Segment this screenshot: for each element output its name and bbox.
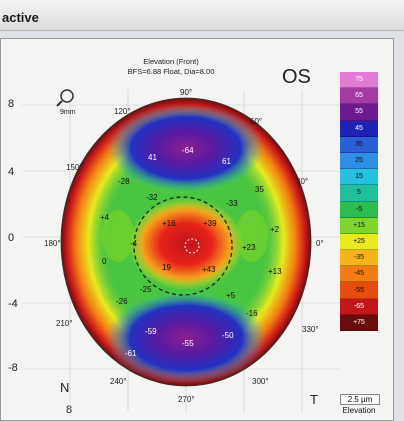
angle-120: 120° xyxy=(114,107,131,116)
y-tick-0: 0 xyxy=(8,232,15,244)
map-subtitle: BFS=6.88 Float, Dia=8.00 xyxy=(127,67,215,76)
value-label: +43 xyxy=(202,265,216,274)
value-label: +13 xyxy=(268,267,282,276)
pupil-outline xyxy=(133,196,233,296)
scale-swatch: +75 xyxy=(340,314,378,331)
scale-swatch: 75 xyxy=(340,72,378,89)
angle-210: 210° xyxy=(56,319,73,328)
value-label: 35 xyxy=(255,185,264,194)
value-label: 0 xyxy=(102,257,107,266)
scale-swatch: 45 xyxy=(340,120,378,137)
map-title: Elevation (Front) xyxy=(143,57,199,66)
scale-swatch: 25 xyxy=(340,152,378,170)
angle-270: 270° xyxy=(178,395,195,404)
value-label: +23 xyxy=(242,243,256,252)
value-label: -25 xyxy=(140,285,152,294)
scale-swatch: +25 xyxy=(340,233,378,251)
value-label: -33 xyxy=(226,199,238,208)
corner-label-t: T xyxy=(310,392,318,407)
angle-180: 180° xyxy=(44,239,61,248)
zoom-label: 9mm xyxy=(60,109,76,116)
scale-swatch: -45 xyxy=(340,266,378,283)
value-label: -28 xyxy=(118,177,130,186)
value-label: -59 xyxy=(145,327,157,336)
scale-swatch: -5 xyxy=(340,201,378,218)
angle-150: 150° xyxy=(66,163,83,172)
value-label: -50 xyxy=(222,331,234,340)
value-label: -61 xyxy=(125,349,137,358)
value-labels: -64 41 61 -28 35 -32 -33 +16 +39 +4 +2 -… xyxy=(100,146,282,358)
angle-300: 300° xyxy=(252,377,269,386)
window-title: active xyxy=(2,10,39,25)
magnifier-icon[interactable] xyxy=(56,89,74,107)
value-label: -4 xyxy=(130,239,138,248)
map-header: Elevation (Front) BFS=6.88 Float, Dia=8.… xyxy=(1,57,341,77)
scale-swatch: -55 xyxy=(340,282,378,299)
scale-swatch: 65 xyxy=(340,88,378,105)
angle-30: 30° xyxy=(296,177,308,186)
angle-60: 60° xyxy=(250,117,262,126)
angle-0: 0° xyxy=(316,239,324,248)
eye-label: OS xyxy=(282,66,311,88)
scale-swatch: -65 xyxy=(340,298,378,315)
y-tick-8: 8 xyxy=(8,98,15,110)
scale-step[interactable]: 2.5 µm xyxy=(340,394,380,405)
angle-240: 240° xyxy=(110,377,127,386)
scale-swatch: -35 xyxy=(340,250,378,267)
value-label: -32 xyxy=(146,193,158,202)
value-label: +39 xyxy=(203,219,217,228)
value-label: -55 xyxy=(182,339,194,348)
color-scale: 75 65 55 45 35 25 15 5 -5 +15 +25 -35 -45 -55 -65 +75 xyxy=(340,72,378,331)
value-label: -26 xyxy=(116,297,128,306)
scale-swatch: +15 xyxy=(340,217,378,234)
value-label: 41 xyxy=(148,153,157,162)
angle-90: 90° xyxy=(180,88,192,97)
y-tick-neg8: -8 xyxy=(8,362,18,374)
value-label: -64 xyxy=(182,146,194,155)
bottom-tick: 8 xyxy=(66,404,73,416)
scale-swatch: 5 xyxy=(340,185,378,202)
value-label: 19 xyxy=(162,263,171,272)
map-type-label: Elevation xyxy=(342,406,376,415)
corner-label-n: N xyxy=(60,380,70,395)
value-label: -16 xyxy=(246,309,258,318)
value-label: +4 xyxy=(100,213,110,222)
window-titlebar: active xyxy=(0,0,404,31)
y-tick-4: 4 xyxy=(8,166,15,178)
value-label: 61 xyxy=(222,157,231,166)
scale-swatch: 55 xyxy=(340,104,378,121)
scale-swatch: 35 xyxy=(340,136,378,153)
scale-swatch: 15 xyxy=(340,169,378,186)
angle-labels: 90° 120° 60° 150° 30° 180° 0° 210° 330° … xyxy=(44,88,324,404)
y-tick-neg4: -4 xyxy=(8,298,18,310)
angle-330: 330° xyxy=(302,325,319,334)
value-label: +16 xyxy=(162,219,176,228)
apex-marker xyxy=(184,238,200,254)
value-label: +2 xyxy=(270,225,280,234)
value-label: +5 xyxy=(226,291,236,300)
